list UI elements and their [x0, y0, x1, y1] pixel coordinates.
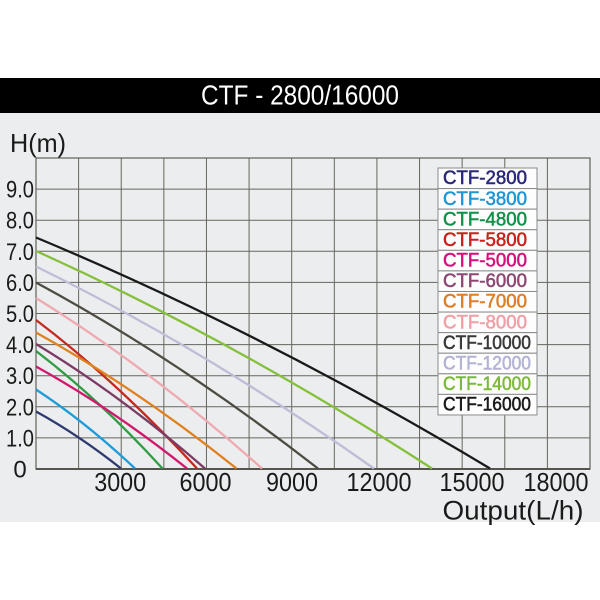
svg-text:CTF-2800: CTF-2800	[443, 168, 527, 189]
svg-text:CTF-12000: CTF-12000	[443, 353, 531, 374]
svg-text:CTF - 2800/16000: CTF - 2800/16000	[201, 80, 399, 111]
svg-text:9.0: 9.0	[6, 177, 34, 204]
svg-text:CTF-4800: CTF-4800	[443, 209, 527, 230]
svg-text:12000: 12000	[347, 467, 412, 497]
svg-text:Output(L/h): Output(L/h)	[443, 496, 584, 526]
svg-text:2.0: 2.0	[6, 394, 34, 421]
svg-text:H(m): H(m)	[10, 128, 66, 158]
svg-text:5.0: 5.0	[6, 301, 34, 328]
svg-text:CTF-10000: CTF-10000	[443, 333, 531, 354]
svg-text:18000: 18000	[524, 467, 589, 497]
svg-text:7.0: 7.0	[6, 239, 34, 266]
svg-text:CTF-5000: CTF-5000	[443, 251, 527, 272]
svg-text:CTF-16000: CTF-16000	[443, 395, 531, 416]
svg-text:CTF-3800: CTF-3800	[443, 189, 527, 210]
svg-text:1.0: 1.0	[6, 425, 34, 452]
svg-text:CTF-6000: CTF-6000	[443, 271, 527, 292]
svg-text:9000: 9000	[266, 467, 318, 497]
svg-text:8.0: 8.0	[6, 208, 34, 235]
svg-text:3.0: 3.0	[6, 363, 34, 390]
svg-text:CTF-14000: CTF-14000	[443, 374, 531, 395]
svg-text:6000: 6000	[180, 467, 232, 497]
svg-text:15000: 15000	[440, 467, 505, 497]
svg-text:0: 0	[13, 457, 26, 484]
svg-text:CTF-5800: CTF-5800	[443, 230, 527, 251]
svg-text:CTF-7000: CTF-7000	[443, 292, 527, 313]
svg-text:6.0: 6.0	[6, 270, 34, 297]
svg-text:3000: 3000	[94, 467, 146, 497]
svg-text:CTF-8000: CTF-8000	[443, 312, 527, 333]
svg-text:4.0: 4.0	[6, 332, 34, 359]
